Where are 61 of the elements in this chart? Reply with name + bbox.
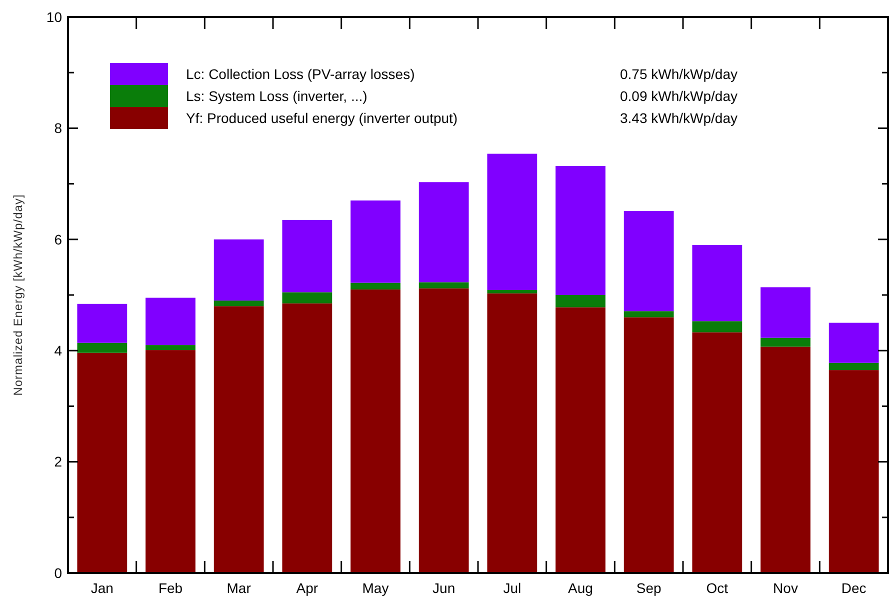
bar: [77, 304, 128, 343]
x-tick-label: Jan: [90, 580, 114, 596]
bar: [350, 289, 400, 573]
x-tick-label: Jul: [503, 580, 522, 596]
bar: [828, 362, 879, 370]
bar: [418, 182, 469, 282]
x-tick-label: Apr: [296, 580, 318, 596]
x-tick-label: May: [362, 580, 389, 596]
bar: [214, 306, 264, 573]
y-tick-label: 0: [54, 564, 62, 581]
bar: [418, 282, 469, 288]
x-tick-label: Aug: [568, 580, 593, 596]
x-tick-label: Mar: [226, 580, 252, 596]
x-tick-label: Dec: [841, 580, 866, 596]
bar: [418, 288, 469, 573]
y-tick-label: 4: [54, 342, 62, 358]
bar: [214, 239, 264, 301]
bar: [760, 287, 810, 338]
y-tick-label: 8: [54, 120, 62, 136]
bar: [350, 200, 400, 283]
legend-label: Yf: Produced useful energy (inverter output): [186, 110, 458, 126]
bar: [282, 303, 332, 573]
x-tick-label: Oct: [706, 580, 728, 596]
bar: [624, 317, 674, 573]
bar: [214, 300, 264, 306]
bar: [556, 166, 606, 295]
bar: [692, 244, 742, 322]
bar: [692, 332, 742, 573]
bar: [282, 292, 332, 304]
y-tick-label: 2: [54, 454, 62, 470]
x-tick-label: Sep: [636, 580, 662, 596]
y-axis-title: Normalized Energy [kWh/kWp/day]: [11, 194, 25, 396]
bar: [487, 154, 538, 290]
bar: [624, 311, 674, 318]
bar: [692, 321, 742, 332]
bar: [350, 282, 400, 290]
legend-label: Ls: System Loss (inverter, ...): [186, 88, 368, 104]
bar: [828, 370, 879, 573]
bar: [487, 290, 538, 294]
bar: [760, 338, 810, 347]
y-tick-label: 10: [46, 8, 62, 25]
bar: [282, 220, 332, 292]
bar: [77, 342, 128, 353]
bar: [146, 298, 196, 346]
bar: [77, 352, 128, 573]
annotation: 0.09 kWh/kWp/day: [620, 88, 738, 104]
y-tick-label: 6: [54, 231, 62, 248]
x-tick-label: Feb: [158, 580, 183, 596]
bar: [624, 211, 674, 312]
x-tick-label: Jun: [432, 580, 456, 596]
bar: [828, 322, 879, 363]
bar: [556, 307, 606, 573]
x-tick-label: Nov: [773, 580, 798, 596]
bar: [760, 346, 810, 573]
bar: [556, 295, 606, 308]
bar: [146, 345, 196, 350]
bar: [487, 293, 538, 573]
legend-label: Lc: Collection Loss (PV-array losses): [186, 66, 415, 82]
annotation: 3.43 kWh/kWp/day: [620, 110, 738, 126]
annotation: 0.75 kWh/kWp/day: [620, 66, 738, 82]
bar: [146, 350, 196, 573]
